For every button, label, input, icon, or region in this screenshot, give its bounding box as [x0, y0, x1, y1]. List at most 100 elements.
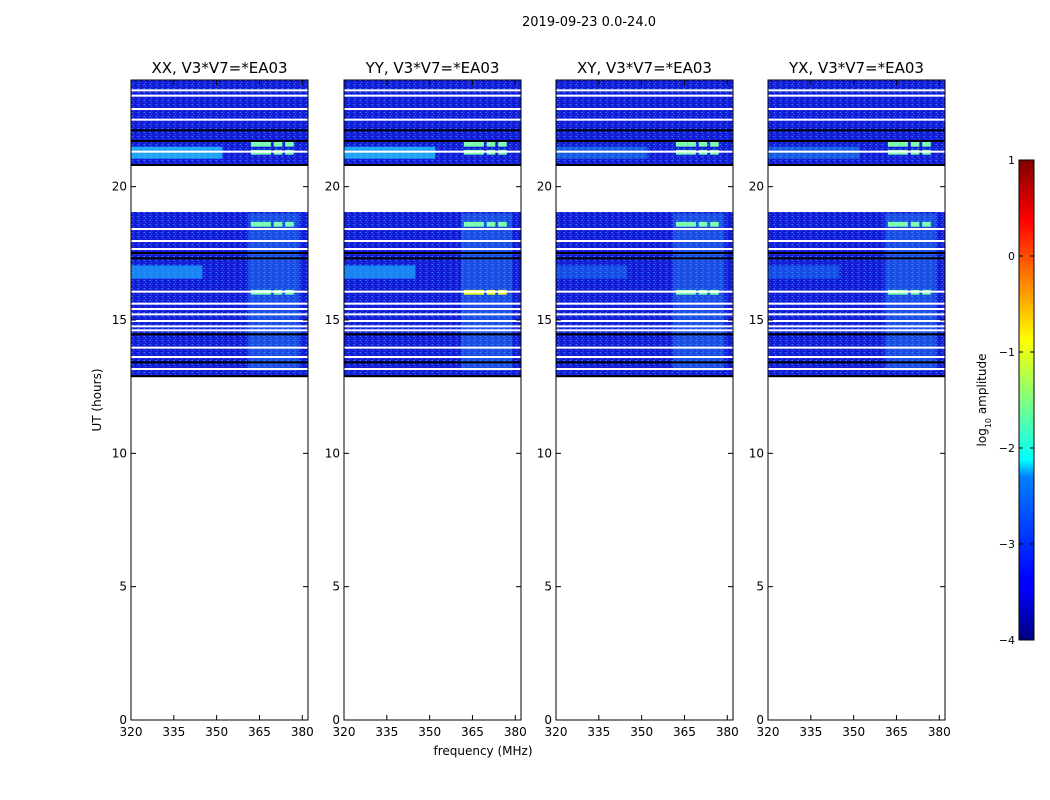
- scan-separator: [768, 140, 945, 142]
- flag-line: [768, 368, 945, 370]
- colorbar-tick-label: −1: [999, 346, 1015, 359]
- rfi-mark: [250, 141, 263, 147]
- x-tick-label: 350: [630, 725, 653, 739]
- flag-line: [556, 313, 733, 316]
- colorbar-tick-label: −3: [999, 538, 1015, 551]
- flag-line: [131, 240, 308, 242]
- y-axis-label: UT (hours): [90, 368, 104, 431]
- scan-separator: [131, 129, 308, 132]
- x-tick-label: 365: [248, 725, 271, 739]
- flag-line: [344, 368, 521, 370]
- flag-line: [768, 248, 945, 250]
- flag-line: [768, 240, 945, 242]
- flag-line: [344, 118, 521, 121]
- flag-line: [131, 356, 308, 358]
- y-tick-label: 0: [756, 713, 764, 727]
- rfi-mark: [899, 141, 908, 147]
- cyan-band: [768, 265, 840, 279]
- flag-line: [768, 329, 945, 332]
- scan-separator: [344, 164, 521, 166]
- flag-line: [556, 346, 733, 349]
- rfi-mark: [273, 221, 283, 227]
- flag-line: [556, 329, 733, 332]
- rfi-mark: [475, 221, 484, 227]
- x-tick-label: 320: [333, 725, 356, 739]
- y-tick-label: 20: [537, 180, 552, 194]
- rfi-mark: [899, 221, 908, 227]
- scan-separator: [131, 257, 308, 260]
- scan-separator: [344, 140, 521, 142]
- x-tick-label: 320: [757, 725, 780, 739]
- scan-separator: [556, 129, 733, 132]
- flag-line: [131, 320, 308, 322]
- y-tick-label: 10: [749, 446, 764, 460]
- flag-line: [556, 290, 733, 293]
- x-tick-label: 380: [716, 725, 739, 739]
- x-tick-label: 365: [673, 725, 696, 739]
- flag-line: [556, 94, 733, 97]
- scan-separator: [131, 164, 308, 166]
- panel-xy: XY, V3*V7=*EA03 320 335 350 365 380 0 5 10 15 20: [537, 59, 739, 739]
- axes-frame: [130, 79, 309, 721]
- rfi-mark: [887, 221, 900, 227]
- flagged-gap: [768, 164, 945, 212]
- flag-line: [556, 108, 733, 110]
- flag-line: [344, 329, 521, 332]
- rfi-mark: [922, 221, 931, 227]
- rfi-mark: [486, 141, 496, 147]
- x-tick-label: 335: [587, 725, 610, 739]
- rfi-mark: [675, 141, 688, 147]
- flag-line: [768, 302, 945, 305]
- flag-line: [131, 118, 308, 121]
- flag-line: [131, 290, 308, 293]
- flag-line: [556, 325, 733, 328]
- flag-line: [344, 325, 521, 328]
- flag-line: [768, 228, 945, 230]
- axes-frame: [343, 79, 522, 721]
- rfi-mark: [498, 141, 507, 147]
- flag-line: [768, 356, 945, 358]
- flag-line: [344, 150, 521, 153]
- y-tick-label: 0: [544, 713, 552, 727]
- flag-line: [556, 368, 733, 370]
- flag-line: [131, 346, 308, 349]
- flag-line: [344, 108, 521, 110]
- flag-line: [131, 325, 308, 328]
- flag-line: [768, 308, 945, 310]
- rfi-mark: [698, 221, 708, 227]
- flag-line: [344, 320, 521, 322]
- y-tick-label: 0: [332, 713, 340, 727]
- flag-line: [131, 308, 308, 310]
- y-tick-label: 5: [544, 580, 552, 594]
- panel-yy: YY, V3*V7=*EA03 320 335 350 365 380 0 5 10 15 20: [325, 59, 527, 739]
- colorbar-label-rest: amplitude: [975, 354, 989, 418]
- colorbar-label: log10 amplitude: [975, 354, 993, 447]
- scan-separator: [344, 257, 521, 260]
- y-tick-label: 10: [537, 446, 552, 460]
- y-tick-label: 20: [112, 180, 127, 194]
- rfi-mark: [486, 221, 496, 227]
- flag-line: [556, 320, 733, 322]
- rfi-mark: [463, 141, 476, 147]
- scan-separator: [131, 252, 308, 254]
- scan-separator: [768, 252, 945, 254]
- scan-separator: [556, 252, 733, 254]
- colorbar: 10−1−2−3−4 log10 amplitude: [975, 154, 1035, 647]
- cyan-band: [556, 265, 628, 279]
- x-tick-label: 320: [545, 725, 568, 739]
- flag-line: [556, 150, 733, 153]
- x-tick-label: 365: [461, 725, 484, 739]
- cyan-band: [344, 265, 416, 279]
- rfi-mark: [687, 141, 696, 147]
- flag-line: [556, 356, 733, 358]
- y-tick-label: 0: [119, 713, 127, 727]
- flagged-gap: [344, 164, 521, 212]
- rfi-mark: [463, 221, 476, 227]
- colorbar-label-main: log: [975, 428, 989, 446]
- colorbar-tick-label: 1: [1008, 154, 1015, 167]
- scan-separator: [131, 333, 308, 336]
- rfi-mark: [498, 221, 507, 227]
- x-tick-label: 380: [504, 725, 527, 739]
- scan-separator: [131, 375, 308, 378]
